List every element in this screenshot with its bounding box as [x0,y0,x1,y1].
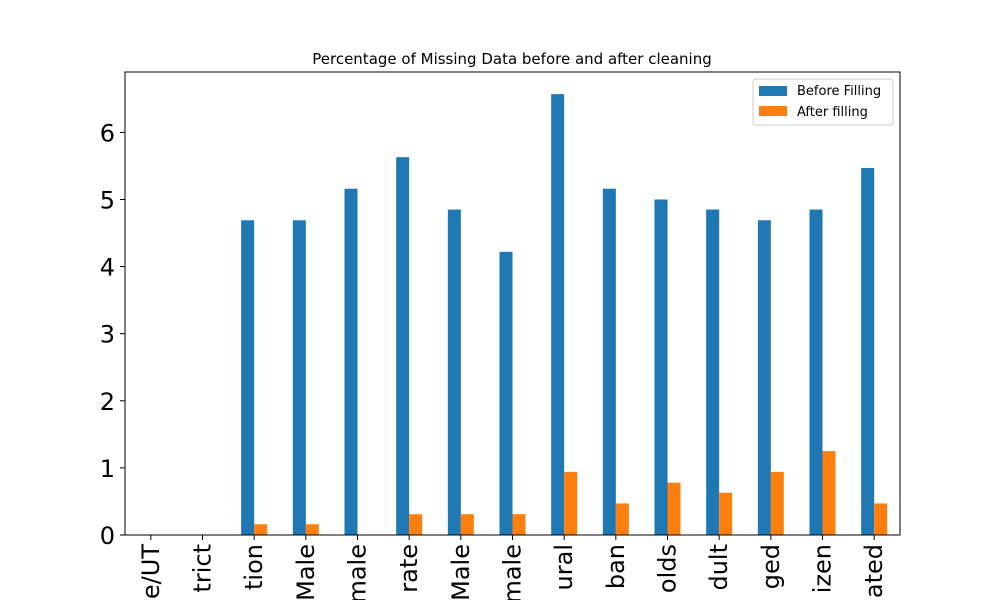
y-tick-label: 3 [100,321,115,349]
x-tick-label: male [344,544,372,600]
bar-before-10 [654,199,668,536]
x-tick-label: rate [395,544,423,593]
bar-before-11 [706,209,720,535]
bar-after-13 [822,451,836,535]
bar-after-8 [564,471,578,535]
bar-before-6 [447,209,461,535]
bar-before-7 [499,251,513,535]
x-tick-label: olds [654,544,682,593]
x-tick-label: ban [602,544,630,589]
y-tick-label: 6 [100,119,115,147]
bar-before-5 [396,157,410,535]
x-tick-label: trict [189,544,217,593]
bar-before-2 [241,220,255,536]
bar-before-14 [861,167,875,535]
bar-after-6 [460,514,474,535]
bar-after-12 [770,471,784,535]
bars-layer [241,94,888,536]
bar-before-13 [809,209,823,535]
x-tick-label: tion [240,544,268,590]
chart-title: Percentage of Missing Data before and af… [312,50,712,68]
x-tick-label: ged [757,544,785,589]
y-tick-label: 1 [100,455,115,483]
y-tick-label: 4 [100,254,115,282]
bar-before-12 [757,220,771,536]
x-tick-label: e/UT [137,544,165,599]
bar-after-10 [667,482,681,535]
y-axis: 0 1 2 3 4 5 6 [100,119,125,550]
y-tick-label: 2 [100,388,115,416]
bar-after-3 [305,524,319,535]
x-tick-label: male [499,544,527,600]
x-tick-label: Male [292,544,320,600]
bar-after-11 [719,492,733,535]
bar-before-3 [292,220,306,536]
bar-after-2 [254,524,268,535]
plot-frame [124,71,901,536]
legend-box [752,78,894,126]
y-tick-label: 0 [100,522,115,550]
legend: Before Filling After filling [752,78,894,126]
bar-before-9 [602,188,616,535]
bar-after-5 [409,514,423,535]
x-tick-label: ated [860,544,888,598]
bar-after-9 [615,503,629,535]
legend-swatch-before [759,86,787,96]
legend-label-before: Before Filling [797,84,881,99]
legend-label-after: After filling [797,105,868,120]
x-axis: e/UT trict tion Male male rate Male male ural ban… [137,535,888,600]
bar-before-8 [551,94,565,535]
bar-before-4 [344,188,358,535]
x-tick-label: ural [550,544,578,590]
bar-after-7 [512,514,526,535]
x-tick-label: izen [809,544,837,593]
x-tick-label: Male [447,544,475,600]
y-tick-label: 5 [100,186,115,214]
x-tick-label: dult [705,544,733,591]
legend-swatch-after [759,106,787,116]
bar-after-14 [874,503,888,535]
